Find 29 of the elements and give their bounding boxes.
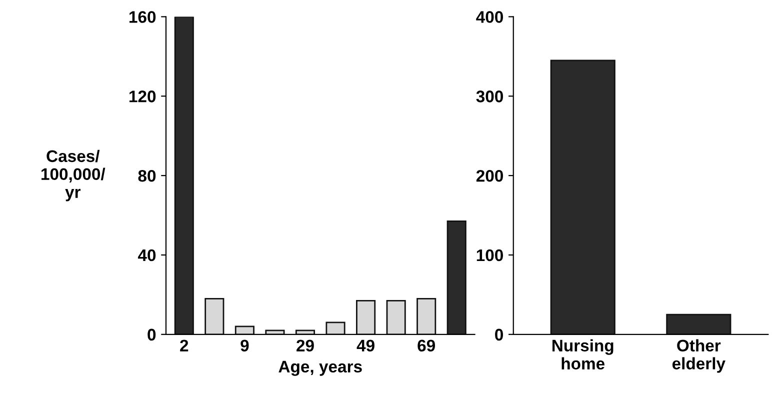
bar xyxy=(174,16,194,334)
y-tick-label: 300 xyxy=(476,90,503,102)
y-tick-label: 160 xyxy=(130,11,156,23)
bar xyxy=(295,330,316,334)
bar xyxy=(446,220,466,334)
y-tick-label: 120 xyxy=(130,90,156,102)
bar xyxy=(326,322,346,334)
y-tick-label: 40 xyxy=(138,249,156,262)
y-tick-label: 0 xyxy=(148,328,156,341)
y-tick-label: 100 xyxy=(476,249,503,262)
bar xyxy=(356,300,376,334)
x-tick-label: Nursing home xyxy=(552,339,614,370)
x-tick-label: 69 xyxy=(418,340,435,352)
x-tick-label: 9 xyxy=(240,340,249,352)
bar xyxy=(265,330,285,334)
x-tick-label: 29 xyxy=(296,340,314,352)
bar xyxy=(416,298,436,334)
bar xyxy=(386,300,406,334)
x-tick-label: 2 xyxy=(180,340,188,352)
x-tick-label: 49 xyxy=(356,340,374,352)
x-tick-label: Other elderly xyxy=(672,339,726,373)
y-tick-label: 200 xyxy=(476,170,503,182)
bar xyxy=(204,298,224,334)
y-tick-label: 80 xyxy=(138,170,156,182)
bar xyxy=(234,326,254,334)
y-tick-label: 400 xyxy=(476,11,503,23)
y-tick-label: 0 xyxy=(495,328,503,341)
y-axis-title: Cases/ 100,000/ yr xyxy=(42,150,106,202)
x-axis-title: Age, years xyxy=(278,360,362,376)
